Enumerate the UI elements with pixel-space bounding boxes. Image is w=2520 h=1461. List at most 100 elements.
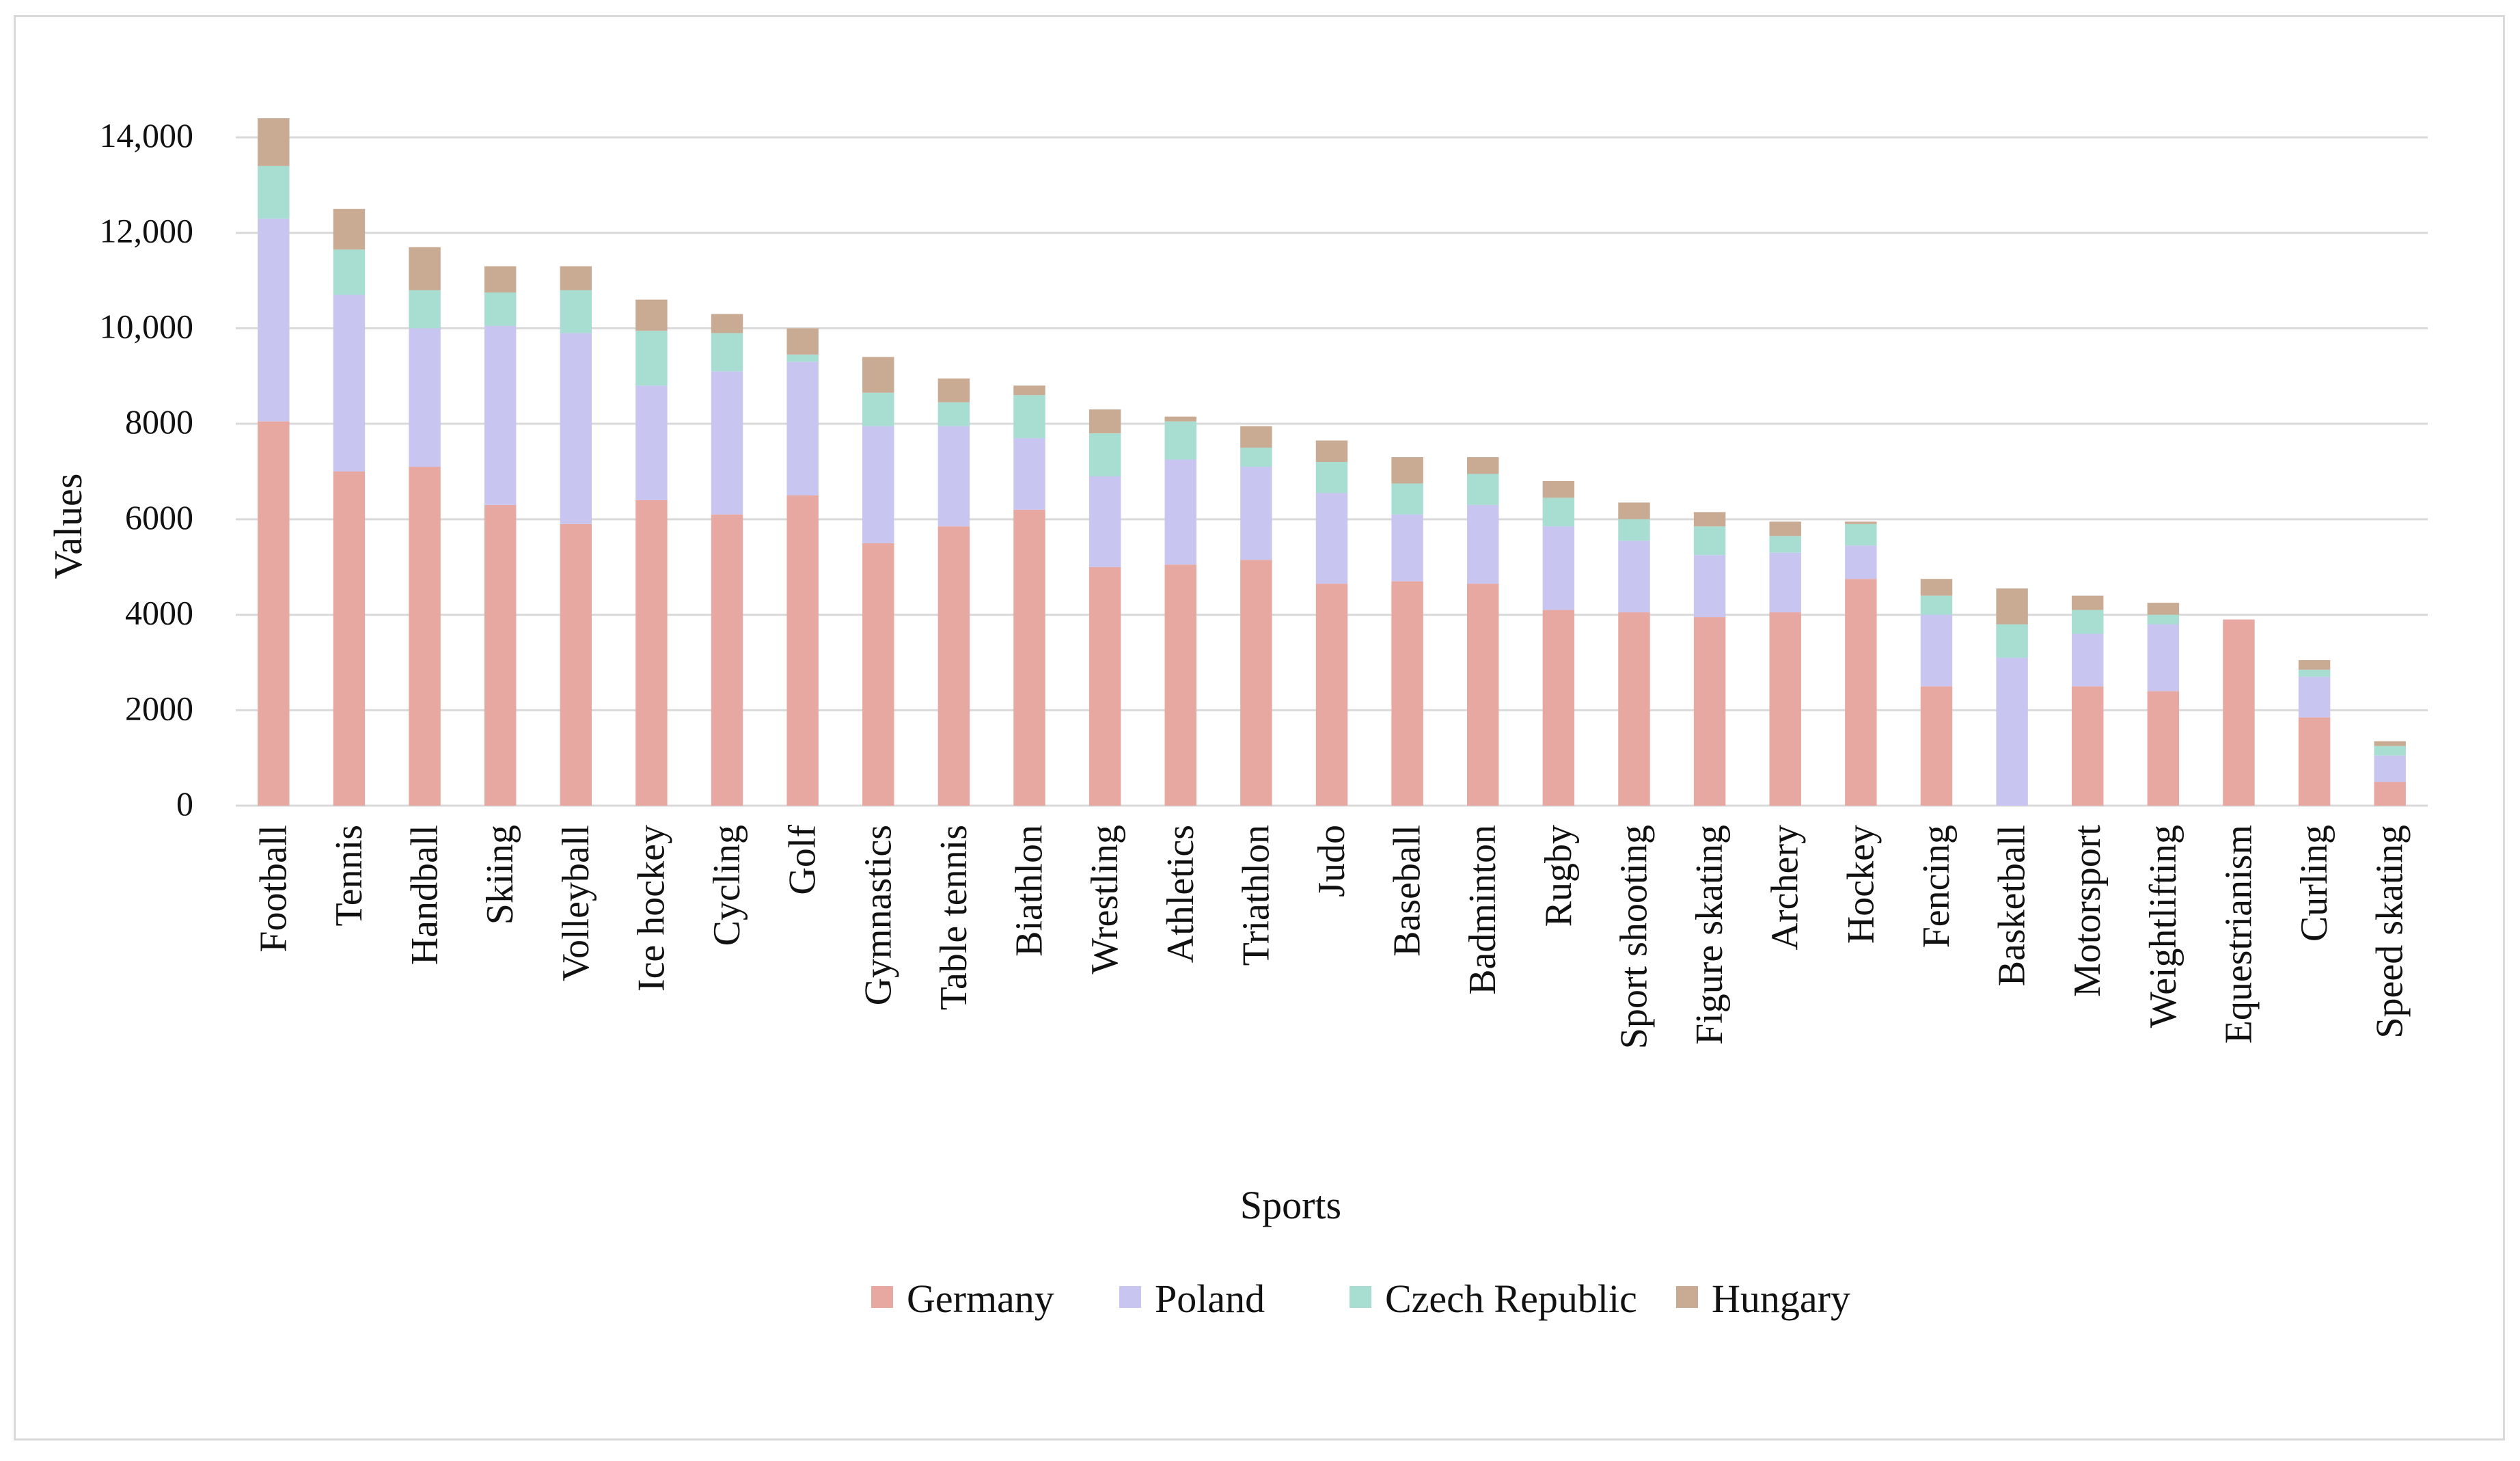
bar-segment-hungary	[1996, 588, 2028, 625]
bar-segment-germany	[1542, 610, 1575, 806]
bar-segment-hungary	[560, 266, 592, 290]
y-tick-labels: 0 2000 4000 6000 8000 10,000 12,000 14,000	[100, 116, 194, 823]
bar-segment-poland	[1920, 614, 1953, 687]
bar-segment-czech-republic	[711, 333, 743, 372]
x-tick-labels: Football Tennis Handball Skiing Volleyball Ic…	[252, 825, 2411, 1050]
bar-segment-czech-republic	[862, 392, 894, 426]
bar-segment-germany	[1164, 564, 1196, 806]
x-tick-label: Curling	[2293, 825, 2336, 942]
y-tick-label: 14,000	[100, 116, 194, 154]
y-tick-label: 2000	[125, 689, 193, 727]
x-tick-label: Handball	[404, 825, 446, 965]
x-tick-label: Figure skating	[1688, 825, 1731, 1045]
bar-segment-czech-republic	[1164, 421, 1196, 460]
legend-label: Hungary	[1712, 1276, 1850, 1321]
x-tick-label: Golf	[782, 825, 824, 895]
bar-segment-germany	[2223, 619, 2255, 806]
bar-segment-czech-republic	[786, 354, 819, 362]
bar-segment-germany	[937, 526, 970, 806]
bar-segment-hungary	[409, 247, 441, 290]
x-tick-label: Athletics	[1160, 825, 1202, 963]
bar-segment-czech-republic	[1542, 497, 1575, 527]
y-tick-label: 4000	[125, 594, 193, 632]
bar-segment-germany	[1240, 560, 1272, 806]
bar-segment-germany	[2298, 717, 2331, 806]
bar-segment-czech-republic	[1088, 433, 1121, 476]
bar-segment-hungary	[711, 314, 743, 333]
bar-segment-germany	[2071, 686, 2104, 806]
bar-segment-poland	[1693, 555, 1726, 618]
bar-segment-poland	[1618, 541, 1650, 613]
bar-segment-hungary	[1693, 512, 1726, 527]
bar-segment-poland	[937, 426, 970, 527]
bar-segment-poland	[333, 295, 366, 472]
x-tick-label: Rugby	[1537, 825, 1580, 927]
bar-segment-czech-republic	[2298, 669, 2331, 677]
bar-segment-poland	[2071, 633, 2104, 687]
bar-segment-hungary	[1845, 521, 1877, 524]
legend: Germany Poland Czech Republic Hungary	[871, 1276, 1850, 1321]
bar-segment-czech-republic	[937, 402, 970, 426]
bar-segment-hungary	[1542, 480, 1575, 498]
y-tick-label: 0	[176, 784, 193, 823]
bar-segment-germany	[862, 543, 894, 806]
bar-segment-hungary	[1769, 521, 1801, 536]
bar-segment-hungary	[1088, 409, 1121, 434]
bar-segment-germany	[409, 467, 441, 806]
bar-segment-poland	[1996, 657, 2028, 806]
legend-swatch-hungary	[1676, 1286, 1698, 1308]
bar-segment-hungary	[786, 328, 819, 355]
legend-label: Germany	[907, 1276, 1054, 1321]
x-tick-label: Football	[252, 825, 295, 953]
x-tick-label: Badminton	[1462, 825, 1504, 995]
chart-frame: 0 2000 4000 6000 8000 10,000 12,000 14,000 Foot…	[14, 15, 2505, 1440]
bar-segment-germany	[1769, 612, 1801, 806]
bar-segment-czech-republic	[1240, 448, 1272, 467]
bar-segment-czech-republic	[409, 290, 441, 329]
bar-segment-poland	[2374, 755, 2406, 782]
bar-segment-poland	[2147, 624, 2180, 692]
bar-segment-poland	[1164, 459, 1196, 565]
bar-segment-germany	[1845, 579, 1877, 806]
legend-swatch-czech-republic	[1350, 1286, 1371, 1308]
bar-segment-hungary	[2071, 595, 2104, 610]
x-tick-label: Basketball	[1991, 825, 2033, 986]
bar-segment-hungary	[1618, 502, 1650, 519]
bar-segment-germany	[2147, 691, 2180, 806]
bar-segment-czech-republic	[1920, 595, 1953, 615]
x-tick-label: Speed skating	[2369, 825, 2411, 1039]
bar-segment-hungary	[2298, 659, 2331, 670]
bar-segment-czech-republic	[333, 249, 366, 295]
bar-segment-hungary	[2374, 741, 2406, 746]
y-tick-label: 10,000	[100, 307, 194, 345]
bar-segment-poland	[1391, 514, 1423, 582]
bars	[258, 118, 2406, 806]
bar-segment-poland	[1467, 504, 1499, 584]
bar-segment-germany	[1013, 509, 1045, 806]
bar-segment-hungary	[333, 208, 366, 250]
bar-segment-poland	[1013, 438, 1045, 510]
legend-label: Czech Republic	[1385, 1276, 1637, 1321]
y-tick-label: 6000	[125, 498, 193, 536]
bar-segment-germany	[1920, 686, 1953, 806]
bar-segment-germany	[1391, 581, 1423, 806]
bar-segment-germany	[1693, 617, 1726, 806]
bar-segment-germany	[711, 514, 743, 806]
x-tick-label: Tennis	[328, 825, 370, 927]
bar-segment-germany	[1467, 584, 1499, 806]
bar-segment-czech-republic	[560, 290, 592, 333]
x-tick-label: Sport shooting	[1613, 825, 1655, 1049]
x-tick-label: Motorsport	[2066, 825, 2109, 997]
bar-segment-hungary	[1315, 440, 1348, 463]
x-tick-label: Cycling	[706, 825, 748, 946]
y-axis-title: Values	[46, 474, 90, 579]
bar-segment-poland	[1542, 526, 1575, 610]
bar-segment-czech-republic	[1693, 526, 1726, 556]
bar-segment-hungary	[1467, 457, 1499, 474]
bar-segment-germany	[1315, 584, 1348, 806]
bar-segment-germany	[1618, 612, 1650, 806]
bar-segment-czech-republic	[2374, 746, 2406, 756]
bar-segment-poland	[711, 371, 743, 515]
bar-segment-hungary	[635, 299, 668, 331]
bar-segment-germany	[1088, 566, 1121, 806]
